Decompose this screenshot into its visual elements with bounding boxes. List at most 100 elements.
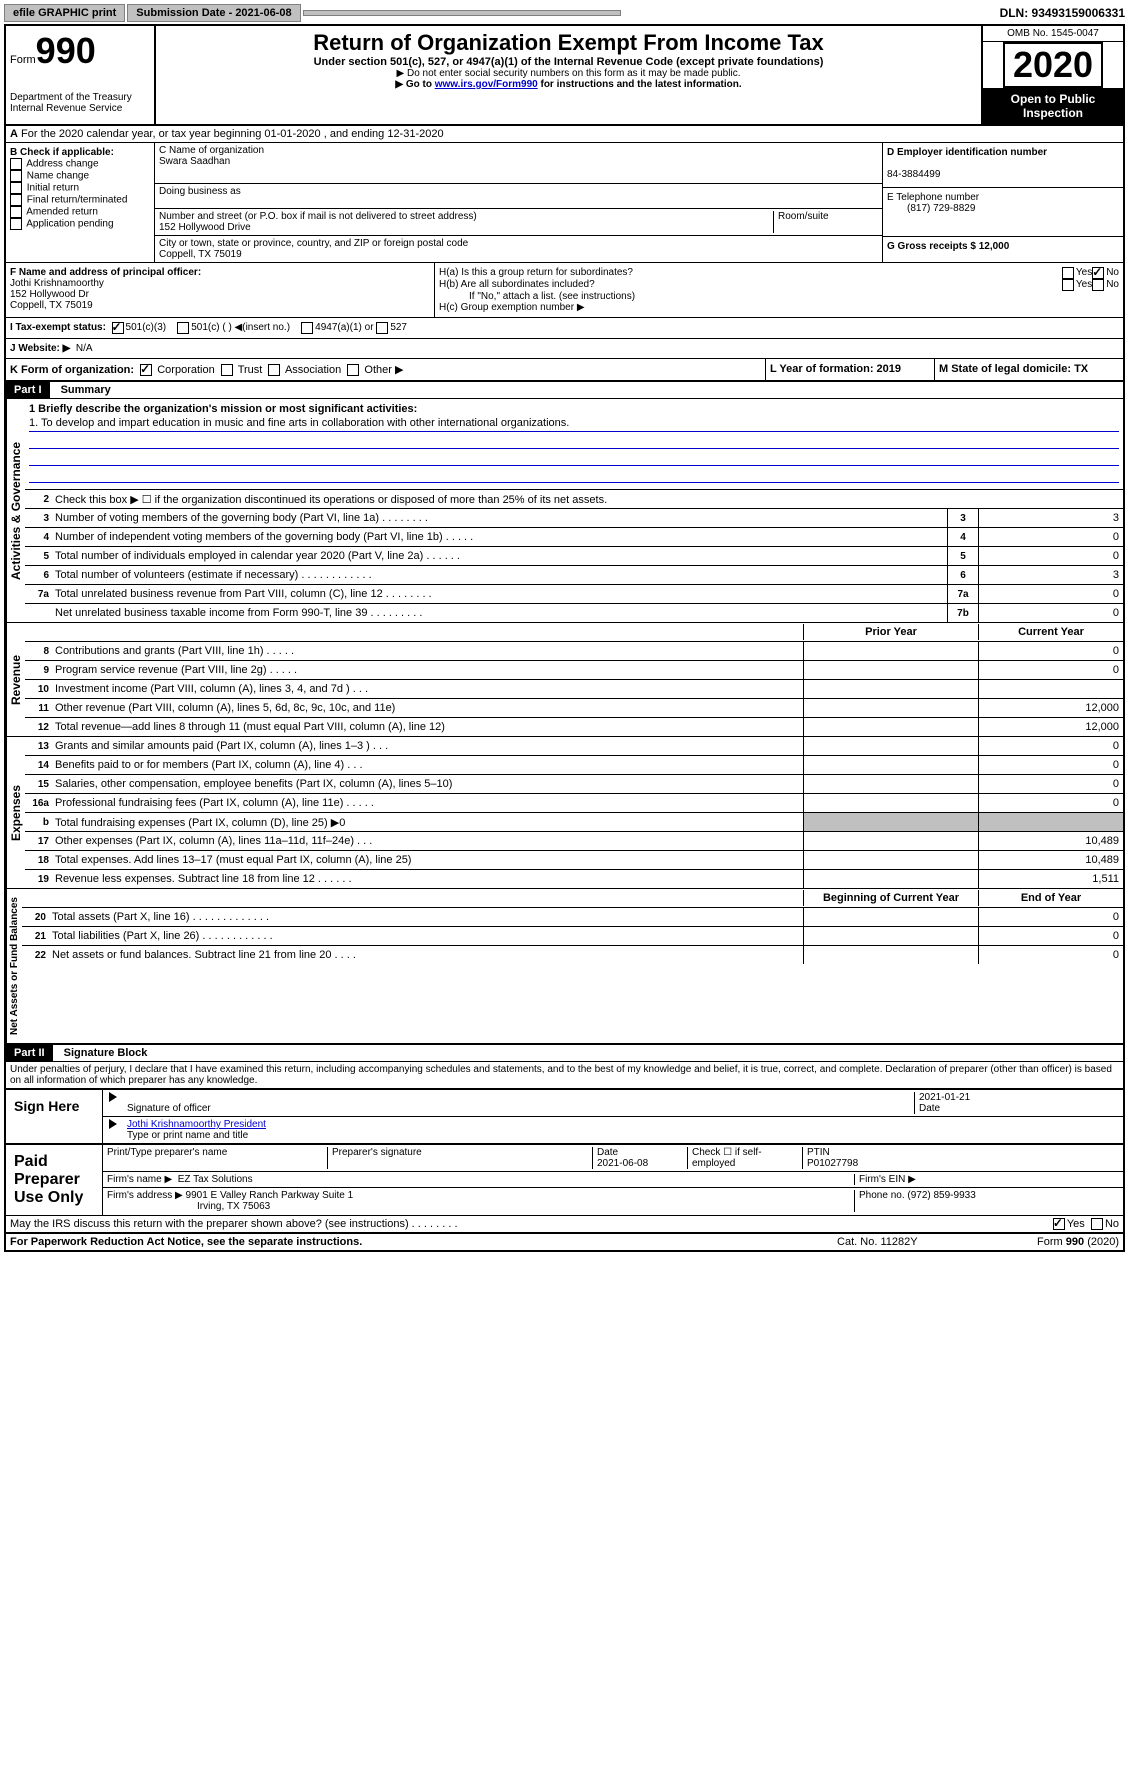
checkbox-ha-no[interactable]	[1092, 267, 1104, 279]
addr-value: 152 Hollywood Drive	[159, 222, 251, 233]
form-title: Return of Organization Exempt From Incom…	[160, 30, 977, 56]
prior-year-header: Prior Year	[803, 624, 978, 640]
checkbox-4947[interactable]	[301, 322, 313, 334]
checkbox-initial-return[interactable]	[10, 182, 22, 194]
summary-line: 7a Total unrelated business revenue from…	[25, 584, 1123, 603]
paid-preparer-section: Paid Preparer Use Only Print/Type prepar…	[6, 1143, 1123, 1215]
form-header: Form990 Department of the Treasury Inter…	[6, 26, 1123, 126]
checkbox-application-pending[interactable]	[10, 218, 22, 230]
summary-line: b Total fundraising expenses (Part IX, c…	[25, 812, 1123, 831]
checkbox-amended-return[interactable]	[10, 206, 22, 218]
instruction-1: ▶ Do not enter social security numbers o…	[160, 68, 977, 79]
summary-line: 20 Total assets (Part X, line 16) . . . …	[22, 907, 1123, 926]
mission-text: 1. To develop and impart education in mu…	[29, 417, 1119, 432]
city-label: City or town, state or province, country…	[159, 238, 468, 249]
ein-value: 84-3884499	[887, 169, 940, 180]
checkbox-discuss-no[interactable]	[1091, 1218, 1103, 1230]
checkbox-trust[interactable]	[221, 364, 233, 376]
checkbox-corporation[interactable]	[140, 364, 152, 376]
summary-line: 15 Salaries, other compensation, employe…	[25, 774, 1123, 793]
arrow-icon	[109, 1092, 117, 1102]
part-2-header: Part II Signature Block	[6, 1043, 1123, 1061]
begin-year-header: Beginning of Current Year	[803, 890, 978, 906]
checkbox-527[interactable]	[376, 322, 388, 334]
net-assets-section: Net Assets or Fund Balances Beginning of…	[6, 888, 1123, 1043]
addr-label: Number and street (or P.O. box if mail i…	[159, 211, 477, 222]
header-right: OMB No. 1545-0047 2020 Open to Public In…	[981, 26, 1123, 124]
sign-here-section: Sign Here Signature of officer 2021-01-2…	[6, 1088, 1123, 1143]
revenue-label: Revenue	[6, 623, 25, 736]
group-return-section: H(a) Is this a group return for subordin…	[435, 263, 1123, 317]
checkbox-other[interactable]	[347, 364, 359, 376]
current-year-header: Current Year	[978, 624, 1123, 640]
summary-line: 22 Net assets or fund balances. Subtract…	[22, 945, 1123, 964]
checkbox-501c[interactable]	[177, 322, 189, 334]
summary-line: 9 Program service revenue (Part VIII, li…	[25, 660, 1123, 679]
org-name-label: C Name of organization	[159, 145, 264, 156]
header-left: Form990 Department of the Treasury Inter…	[6, 26, 156, 124]
top-toolbar: efile GRAPHIC print Submission Date - 20…	[4, 4, 1125, 22]
row-i-tax-status: I Tax-exempt status: 501(c)(3) 501(c) ( …	[6, 317, 1123, 338]
expenses-section: Expenses 13 Grants and similar amounts p…	[6, 736, 1123, 888]
city-value: Coppell, TX 75019	[159, 249, 242, 260]
checkbox-ha-yes[interactable]	[1062, 267, 1074, 279]
paid-preparer-label: Paid Preparer Use Only	[6, 1145, 103, 1215]
state-domicile: M State of legal domicile: TX	[935, 359, 1123, 380]
column-b-checkboxes: B Check if applicable: Address change Na…	[6, 143, 155, 262]
efile-button[interactable]: efile GRAPHIC print	[4, 4, 125, 22]
summary-line: 5 Total number of individuals employed i…	[25, 546, 1123, 565]
checkbox-address-change[interactable]	[10, 158, 22, 170]
summary-line: 17 Other expenses (Part IX, column (A), …	[25, 831, 1123, 850]
summary-line: 11 Other revenue (Part VIII, column (A),…	[25, 698, 1123, 717]
dept-label: Department of the Treasury	[10, 92, 150, 103]
summary-line: 12 Total revenue—add lines 8 through 11 …	[25, 717, 1123, 736]
summary-line: 10 Investment income (Part VIII, column …	[25, 679, 1123, 698]
submission-date-button[interactable]: Submission Date - 2021-06-08	[127, 4, 300, 22]
column-c-org-info: C Name of organization Swara Saadhan Doi…	[155, 143, 883, 262]
dba-label: Doing business as	[159, 186, 241, 197]
arrow-icon	[109, 1119, 117, 1129]
org-name-value: Swara Saadhan	[159, 156, 230, 167]
discuss-row: May the IRS discuss this return with the…	[6, 1215, 1123, 1232]
checkbox-hb-no[interactable]	[1092, 279, 1104, 291]
instruction-2: ▶ Go to www.irs.gov/Form990 for instruct…	[160, 79, 977, 90]
mission-label: 1 Briefly describe the organization's mi…	[29, 403, 417, 415]
officer-name-link[interactable]: Jothi Krishnamoorthy President	[127, 1119, 266, 1130]
checkbox-discuss-yes[interactable]	[1053, 1218, 1065, 1230]
sign-here-label: Sign Here	[6, 1090, 103, 1143]
summary-line: 3 Number of voting members of the govern…	[25, 508, 1123, 527]
summary-line: Net unrelated business taxable income fr…	[25, 603, 1123, 622]
form-footer: Form 990 (2020)	[1037, 1236, 1119, 1248]
net-assets-label: Net Assets or Fund Balances	[6, 889, 22, 1043]
irs-link[interactable]: www.irs.gov/Form990	[435, 79, 538, 90]
column-d-ein: D Employer identification number 84-3884…	[883, 143, 1123, 262]
row-j-website: J Website: ▶ N/A	[6, 338, 1123, 358]
checkbox-association[interactable]	[268, 364, 280, 376]
revenue-section: Revenue Prior Year Current Year 8 Contri…	[6, 622, 1123, 736]
form-container: Form990 Department of the Treasury Inter…	[4, 24, 1125, 1252]
phone-value: (817) 729-8829	[887, 203, 975, 214]
ein-label: D Employer identification number	[887, 147, 1047, 158]
summary-line: 19 Revenue less expenses. Subtract line …	[25, 869, 1123, 888]
checkbox-final-return[interactable]	[10, 194, 22, 206]
spacer-button	[303, 10, 621, 16]
irs-label: Internal Revenue Service	[10, 103, 150, 114]
phone-label: E Telephone number	[887, 192, 979, 203]
section-a-tax-year: A For the 2020 calendar year, or tax yea…	[6, 126, 1123, 143]
address-block: B Check if applicable: Address change Na…	[6, 143, 1123, 262]
omb-number: OMB No. 1545-0047	[983, 26, 1123, 42]
form-subtitle: Under section 501(c), 527, or 4947(a)(1)…	[160, 56, 977, 68]
row-k-l-m: K Form of organization: Corporation Trus…	[6, 358, 1123, 380]
header-center: Return of Organization Exempt From Incom…	[156, 26, 981, 124]
end-year-header: End of Year	[978, 890, 1123, 906]
room-suite-label: Room/suite	[773, 211, 878, 233]
checkbox-hb-yes[interactable]	[1062, 279, 1074, 291]
summary-line: 21 Total liabilities (Part X, line 26) .…	[22, 926, 1123, 945]
gross-receipts: G Gross receipts $ 12,000	[887, 241, 1009, 252]
part-1-header: Part I Summary	[6, 380, 1123, 398]
summary-line: 13 Grants and similar amounts paid (Part…	[25, 737, 1123, 755]
checkbox-501c3[interactable]	[112, 322, 124, 334]
summary-line: 18 Total expenses. Add lines 13–17 (must…	[25, 850, 1123, 869]
form-label: Form	[10, 54, 36, 66]
checkbox-name-change[interactable]	[10, 170, 22, 182]
